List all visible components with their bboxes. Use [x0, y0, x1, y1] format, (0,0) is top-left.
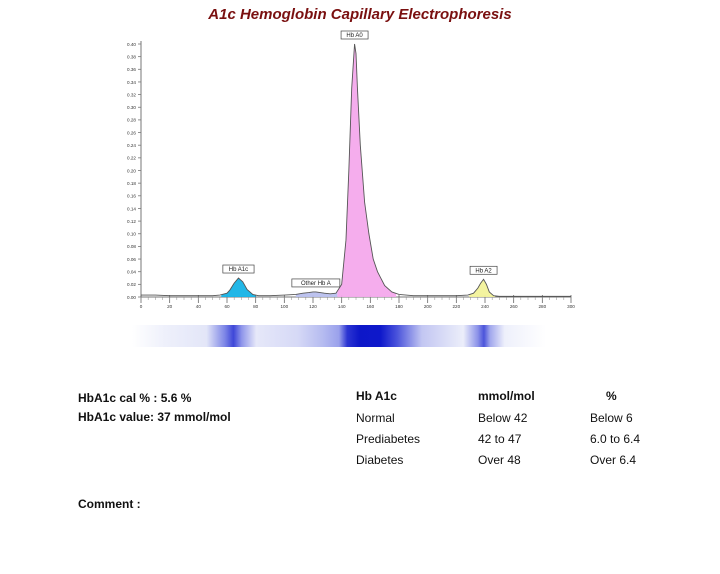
hba1c-cal-text: HbA1c cal % : 5.6 % — [78, 391, 192, 405]
x-tick-label: 180 — [395, 304, 403, 309]
table-cell: Below 6 — [590, 411, 633, 425]
x-tick-label: 80 — [253, 304, 259, 309]
y-tick-label: 0.16 — [127, 194, 136, 199]
peak-label-box — [469, 265, 498, 275]
reference-column-category: Hb A1c Normal Prediabetes Diabetes — [356, 389, 420, 474]
x-tick-label: 20 — [167, 304, 173, 309]
peak-label: Hb A2 — [475, 268, 492, 274]
x-axis: 0 20 40 60 80 100 120 140 160 180 200 220 240 260 280 3… — [140, 295, 575, 309]
y-tick-label: 0.04 — [127, 270, 136, 275]
y-tick-label: 0.18 — [127, 181, 136, 186]
x-tick-label: 200 — [424, 304, 432, 309]
y-tick-label: 0.20 — [127, 168, 136, 173]
table-header: % — [606, 389, 617, 403]
x-tick-label: 40 — [196, 304, 202, 309]
peak-label: Hb A1c — [229, 267, 248, 273]
electrophoresis-gel-band — [132, 325, 546, 347]
hba1c-value-text: HbA1c value: 37 mmol/mol — [78, 410, 231, 424]
y-tick-label: 0.38 — [127, 54, 136, 59]
peak-label-box — [340, 30, 369, 40]
y-tick-label: 0.06 — [127, 257, 136, 262]
peak-fill — [469, 279, 496, 297]
peak-label: Hb A0 — [346, 33, 363, 39]
trace-line — [141, 43, 571, 297]
peak-label: Other Hb A — [301, 281, 331, 287]
y-tick-label: 0.28 — [127, 118, 136, 123]
x-tick-label: 240 — [481, 304, 489, 309]
chart-title: A1c Hemoglobin Capillary Electrophoresis — [208, 6, 512, 23]
y-tick-label: 0.00 — [127, 295, 136, 300]
y-axis: 0.00 0.02 0.04 0.06 0.08 0.10 0.12 0.14 0.16 0.18… — [127, 41, 142, 300]
y-tick-label: 0.34 — [127, 80, 136, 85]
x-tick-label: 140 — [338, 304, 346, 309]
x-tick-label: 300 — [567, 304, 575, 309]
x-tick-label: 120 — [309, 304, 317, 309]
x-tick-label: 0 — [140, 304, 143, 309]
peak-fill — [295, 290, 338, 297]
table-cell: Over 6.4 — [590, 453, 637, 467]
y-tick-label: 0.08 — [127, 244, 136, 249]
x-tick-label: 260 — [510, 304, 518, 309]
y-tick-label: 0.10 — [127, 232, 136, 237]
peak-label-box — [222, 264, 255, 274]
table-header: Hb A1c — [356, 389, 397, 403]
peak-fills — [221, 44, 496, 297]
peak-labels: Hb A1c Other Hb A Hb A0 Hb A2 — [222, 30, 498, 288]
y-tick-label: 0.30 — [127, 105, 136, 110]
x-tick-label: 280 — [538, 304, 546, 309]
peak-label-box — [291, 278, 341, 288]
y-tick-label: 0.12 — [127, 219, 136, 224]
table-cell: Prediabetes — [356, 432, 421, 446]
reference-column-percent: % Below 6 6.0 to 6.4 Over 6.4 — [590, 389, 640, 474]
electropherogram-chart: 0.00 0.02 0.04 0.06 0.08 0.10 0.12 0.14 0.16 0.18… — [127, 30, 575, 309]
peak-fill — [337, 44, 397, 297]
x-tick-label: 60 — [224, 304, 230, 309]
reference-column-mmol: mmol/mol Below 42 42 to 47 Over 48 — [478, 389, 535, 474]
y-tick-label: 0.26 — [127, 130, 136, 135]
y-tick-label: 0.22 — [127, 156, 136, 161]
table-cell: 6.0 to 6.4 — [590, 432, 641, 446]
peak-fill — [221, 278, 256, 297]
x-tick-label: 160 — [366, 304, 374, 309]
table-cell: Normal — [356, 411, 395, 425]
table-header: mmol/mol — [478, 389, 535, 403]
y-tick-label: 0.32 — [127, 92, 136, 97]
table-cell: Over 48 — [478, 453, 521, 467]
result-values: HbA1c cal % : 5.6 % HbA1c value: 37 mmol… — [78, 389, 231, 427]
y-tick-label: 0.14 — [127, 206, 136, 211]
trace-line-group — [141, 43, 571, 297]
y-tick-label: 0.24 — [127, 143, 136, 148]
table-cell: Diabetes — [356, 453, 404, 467]
y-tick-label: 0.02 — [127, 282, 136, 287]
x-tick-label: 100 — [280, 304, 288, 309]
table-cell: Below 42 — [478, 411, 528, 425]
comment-label: Comment : — [78, 497, 141, 511]
y-tick-label: 0.40 — [127, 42, 136, 47]
y-tick-label: 0.36 — [127, 67, 136, 72]
x-tick-label: 220 — [452, 304, 460, 309]
table-cell: 42 to 47 — [478, 432, 522, 446]
